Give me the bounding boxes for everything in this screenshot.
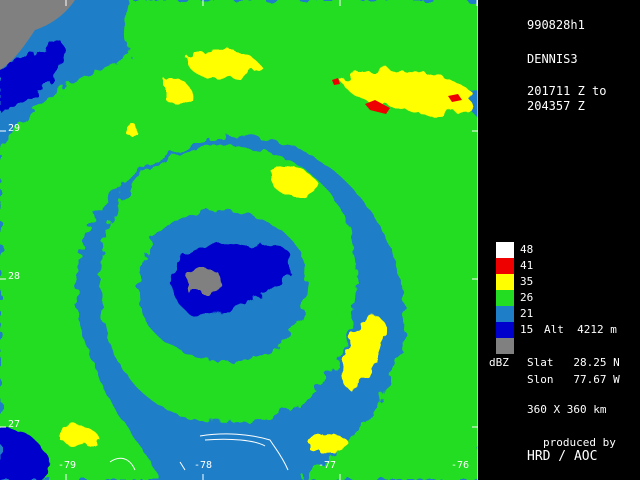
radar-reflectivity-map — [0, 0, 478, 480]
lat-label-28: 28 — [8, 271, 21, 282]
yellow-cell-w — [124, 123, 139, 137]
storm-name: DENNIS3 — [527, 52, 578, 66]
lon-label-79: -79 — [58, 460, 77, 471]
eyewall-ring — [100, 145, 356, 423]
lon-label-76: -76 — [451, 460, 470, 471]
coastline — [109, 433, 289, 471]
legend-label-15: 15 — [520, 323, 534, 336]
red-cell-3 — [332, 78, 340, 85]
lat-label-29: 29 — [8, 123, 21, 134]
legend-label-26: 26 — [520, 291, 534, 304]
legend-label-21: 21 — [520, 307, 534, 320]
slat: Slat 28.25 N — [527, 356, 620, 369]
legend-swatch-15 — [496, 322, 514, 338]
yellow-cell-center — [268, 165, 320, 198]
time-end: 204357 Z — [527, 99, 585, 113]
yellow-cell-sw — [60, 424, 100, 447]
yellow-cell-e — [342, 316, 385, 390]
red-cell-1 — [365, 100, 390, 114]
produced-by: produced by — [543, 436, 616, 449]
eye-no-data — [185, 268, 220, 292]
legend-swatch-48 — [496, 242, 514, 258]
legend-swatch-21 — [496, 306, 514, 322]
weak-echo-nw — [0, 40, 64, 112]
domain-size: 360 X 360 km — [527, 403, 607, 416]
legend-label-41: 41 — [520, 259, 534, 272]
yellow-cell-far-ne — [440, 93, 475, 112]
red-cell-2 — [448, 94, 462, 102]
producer: HRD / AOC — [527, 449, 598, 464]
weak-echo-sw — [0, 428, 52, 480]
yellow-cell-s — [310, 433, 350, 454]
legend-swatch-26 — [496, 290, 514, 306]
yellow-cell-n — [187, 49, 260, 79]
lat-label-27: 27 — [8, 419, 21, 430]
slon: Slon 77.67 W — [527, 373, 620, 386]
map-frame-ticks — [0, 0, 478, 480]
time-start: 201711 Z to — [527, 84, 607, 98]
legend-swatch-41 — [496, 258, 514, 274]
units-label: dBZ — [489, 356, 509, 369]
outer-rainband — [0, 35, 478, 480]
legend-swatch-35 — [496, 274, 514, 290]
flight-id: 990828h1 — [527, 18, 585, 32]
legend-label-35: 35 — [520, 275, 534, 288]
info-panel — [480, 0, 640, 480]
yellow-cell-ne — [340, 69, 471, 115]
legend-swatch-no-data — [496, 338, 514, 354]
lon-label-77: -77 — [318, 460, 337, 471]
altitude: Alt 4212 m — [544, 323, 617, 336]
eye-low-echo — [172, 243, 291, 317]
yellow-cell-nw — [165, 78, 193, 107]
land-no-data — [0, 0, 75, 70]
legend-label-48: 48 — [520, 243, 534, 256]
lon-label-78: -78 — [194, 460, 213, 471]
